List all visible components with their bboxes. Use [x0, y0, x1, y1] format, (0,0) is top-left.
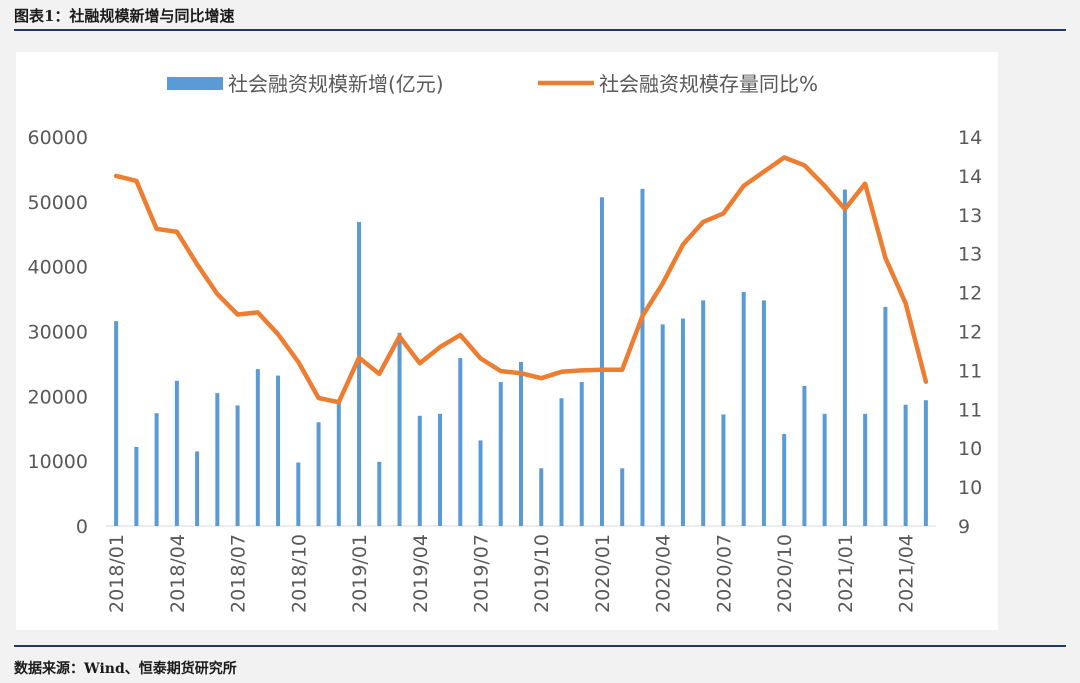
bar — [296, 462, 301, 526]
right-axis-tick-label: 10 — [958, 438, 982, 460]
bar — [397, 332, 402, 526]
bar — [782, 433, 787, 526]
bar — [478, 440, 483, 526]
bar — [761, 300, 766, 526]
right-axis-ticks: 9 10 10 11 11 12 12 13 13 14 14 — [958, 127, 982, 538]
x-axis-tick-label: 2020/07 — [713, 534, 735, 613]
bar — [923, 400, 928, 526]
x-axis-tick-label: 2020/04 — [653, 534, 675, 613]
bar — [154, 413, 159, 526]
right-axis-tick-label: 9 — [958, 516, 970, 538]
bar — [215, 393, 220, 526]
bar — [640, 188, 645, 526]
left-axis-tick-label: 50000 — [28, 192, 88, 214]
x-axis-tick-label: 2020/01 — [592, 534, 614, 613]
bar — [822, 413, 827, 526]
left-axis-tick-label: 60000 — [28, 127, 88, 149]
bar — [721, 414, 726, 526]
bar — [680, 318, 685, 526]
bar — [701, 300, 706, 526]
right-axis-tick-label: 11 — [958, 399, 982, 421]
x-axis-tick-label: 2019/10 — [531, 534, 553, 613]
right-axis-tick-label: 14 — [958, 127, 982, 149]
bar — [883, 306, 888, 526]
right-axis-tick-label: 13 — [958, 244, 982, 266]
bar — [458, 358, 463, 526]
bar — [519, 361, 523, 526]
right-axis-tick-label: 13 — [958, 205, 982, 227]
right-axis-tick-label: 14 — [958, 166, 982, 188]
chart-panel: 社会融资规模新增(亿元) 社会融资规模存量同比% 0 10000 20000 3000… — [16, 52, 998, 630]
bar — [195, 451, 200, 526]
bar — [620, 468, 625, 526]
bar — [316, 422, 321, 526]
bar — [660, 324, 665, 526]
figure-title: 图表1：社融规模新增与同比增速 — [14, 7, 235, 25]
x-axis-tick-label: 2019/04 — [410, 534, 432, 613]
x-axis-tick-label: 2019/01 — [349, 534, 371, 613]
x-axis-ticks: 2018/01 2018/04 2018/07 2018/10 2019/01 2019/… — [106, 534, 918, 613]
left-axis-tick-label: 10000 — [28, 451, 88, 473]
bar — [579, 382, 584, 526]
bar — [357, 221, 362, 526]
bar — [134, 446, 139, 526]
right-axis-tick-label: 11 — [958, 360, 982, 382]
right-axis-tick-label: 10 — [958, 477, 982, 499]
chart-canvas: 社会融资规模新增(亿元) 社会融资规模存量同比% 0 10000 20000 3000… — [28, 72, 983, 613]
bar — [276, 375, 281, 526]
right-axis-tick-label: 12 — [958, 322, 982, 344]
left-axis-tick-label: 0 — [76, 516, 88, 538]
bar — [498, 382, 503, 526]
bar — [842, 189, 847, 526]
x-axis-tick-label: 2018/10 — [288, 534, 310, 613]
bar — [255, 369, 260, 526]
left-axis-tick-label: 20000 — [28, 386, 88, 408]
x-axis-tick-label: 2018/01 — [106, 534, 128, 613]
header-rule — [14, 29, 1066, 31]
line-series-path — [113, 155, 929, 405]
bar — [438, 413, 443, 526]
bar — [336, 400, 341, 526]
line-series — [113, 155, 929, 405]
bar — [741, 291, 746, 526]
bar — [174, 380, 179, 526]
x-axis-tick-label: 2020/10 — [774, 534, 796, 613]
bar — [417, 415, 422, 526]
bar — [114, 321, 119, 526]
right-axis-tick-label: 12 — [958, 283, 982, 305]
x-axis-tick-label: 2019/07 — [471, 534, 493, 613]
bar — [559, 398, 564, 526]
left-axis-tick-label: 40000 — [28, 257, 88, 279]
legend: 社会融资规模新增(亿元) 社会融资规模存量同比% — [167, 72, 818, 96]
bar — [235, 405, 240, 526]
x-axis-tick-label: 2018/07 — [228, 534, 250, 613]
legend-line-label: 社会融资规模存量同比% — [599, 72, 818, 96]
bar — [863, 413, 868, 526]
left-axis-tick-label: 30000 — [28, 322, 88, 344]
source-note: 数据来源：Wind、恒泰期货研究所 — [14, 661, 237, 677]
x-axis-tick-label: 2021/01 — [835, 534, 857, 613]
bar — [802, 385, 807, 526]
x-axis-tick-label: 2018/04 — [167, 534, 189, 613]
legend-bar-label: 社会融资规模新增(亿元) — [228, 72, 444, 96]
x-axis-tick-label: 2021/04 — [896, 534, 918, 613]
bar-series — [114, 188, 928, 527]
bar — [539, 468, 544, 526]
bar — [903, 404, 908, 526]
legend-bar-swatch — [167, 77, 223, 90]
left-axis-ticks: 0 10000 20000 30000 40000 50000 60000 — [28, 127, 88, 538]
bar — [599, 197, 604, 527]
bar — [377, 461, 382, 526]
footer-rule — [14, 645, 1066, 647]
